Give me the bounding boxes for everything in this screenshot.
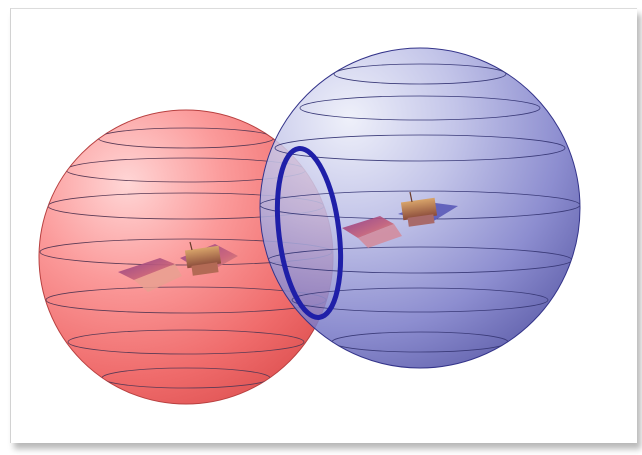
blue-coverage-sphere: [259, 47, 581, 369]
satellite-icon: [342, 191, 458, 248]
satellite-icon: [118, 241, 238, 292]
intersection-ring: [274, 146, 344, 320]
